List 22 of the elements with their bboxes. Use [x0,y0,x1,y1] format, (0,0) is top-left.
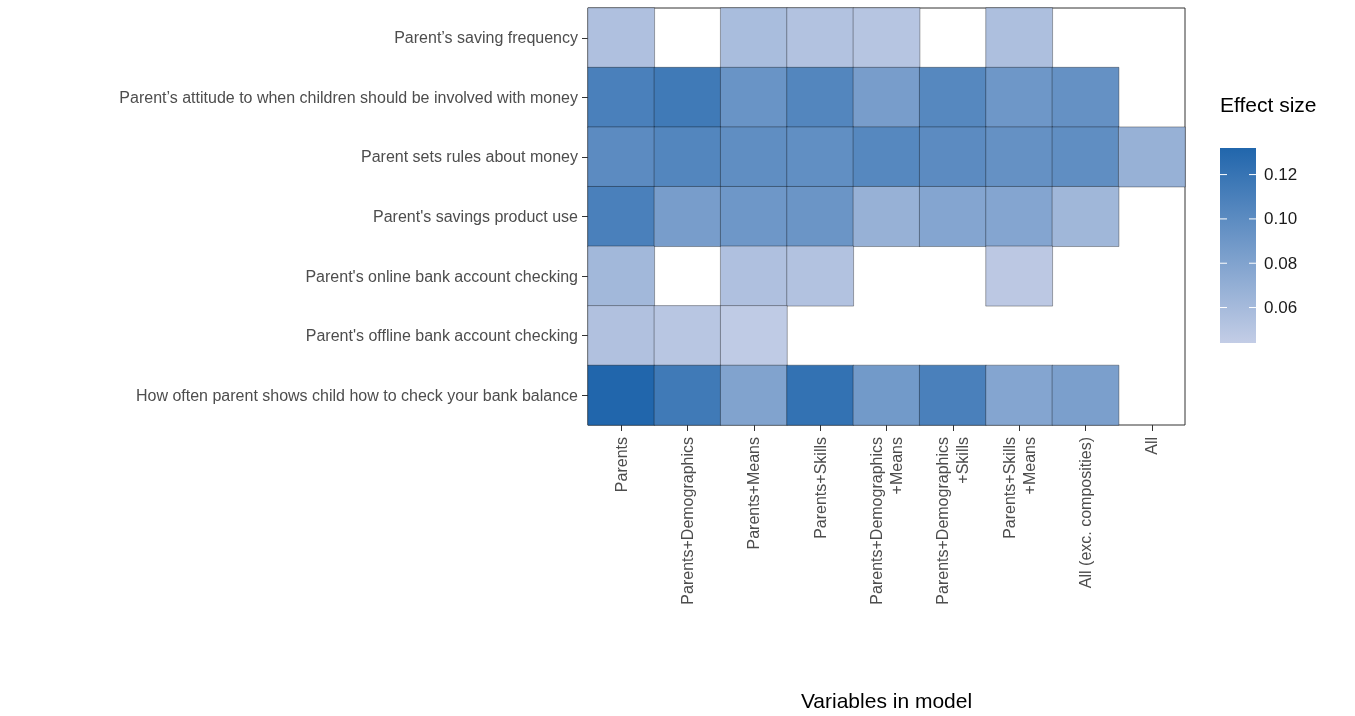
y-tick-label: Parent’s attitude to when children should be involved with money [119,88,578,106]
color-bar-label: 0.10 [1264,209,1298,229]
x-tick-label: Parents+Demographics [679,437,696,605]
x-tick-label: Parents+Demographics +Skills [934,437,972,605]
y-tick-label: How often parent shows child how to check your bank balance [135,386,579,404]
x-tick-label: All [1143,437,1161,455]
y-tick-label: Parent's savings product use [373,208,579,225]
x-tick-label: All (exc. composities) [1077,437,1094,589]
color-bar-label: 0.06 [1264,298,1298,318]
color-bar-label: 0.08 [1264,253,1298,273]
color-bar-title: Effect size [1220,92,1317,116]
x-tick-label: Parents+Means [745,437,763,550]
x-tick-label: Parents [612,437,630,493]
y-tick-label: Parent's online bank account checking [305,267,578,285]
y-tick-label: Parent's offline bank account checking [305,327,578,345]
y-tick-label: Parent’s saving frequency [394,29,578,47]
x-tick-label: Parents+Skills +Means [1000,437,1038,539]
x-tick-label: Parents+Demographics +Means [868,437,905,605]
x-tick-label: Parents+Skills [811,437,829,539]
y-tick-label: Parent sets rules about money [360,148,578,166]
color-bar-label: 0.12 [1264,165,1298,185]
x-axis-title: Variables in model [800,689,973,712]
